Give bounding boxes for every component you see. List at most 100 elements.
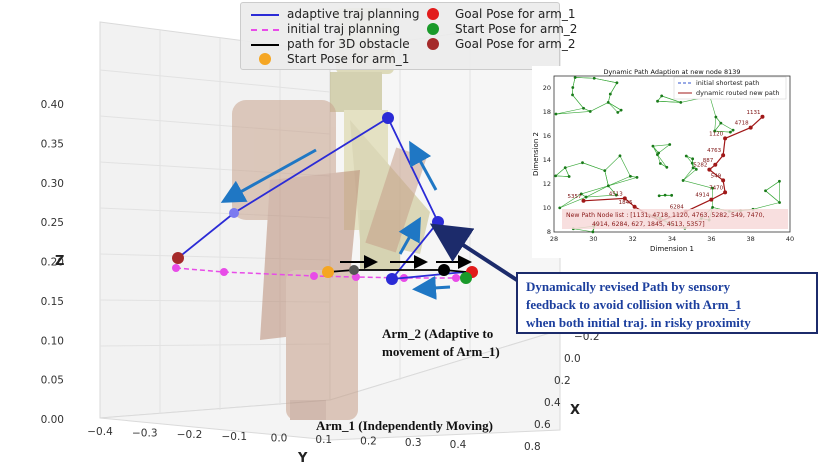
obstacle-path-line [327,269,467,273]
inset-y-tick: 14 [543,156,551,164]
inset-graph-edge [752,202,780,210]
callout-pointer [429,223,522,284]
obstacle-path-point [349,265,359,275]
inset-graph-node [663,193,667,197]
inset-graph-edge [572,94,584,109]
legend-label: Goal Pose for arm_2 [455,37,576,51]
inset-graph-node [658,162,662,165]
y-tick-label: 0.0 [271,432,288,444]
inset-graph-edge [661,95,681,103]
trajectory-layer [172,112,478,285]
inset-graph-edge [709,96,717,118]
inset-node-label: 5282 [693,163,707,169]
callout-line1: Dynamically revised Path by sensory [526,279,731,294]
inset-graph-node [571,86,575,89]
arm2-annotation-line1: Arm_2 (Adaptive to [382,326,494,341]
inset-node-label: 1845 [619,200,633,206]
inset-x-tick: 34 [668,235,676,243]
adaptive-trajectory-point [229,208,239,218]
inset-graph-edge [608,175,631,187]
inset-x-tick: 30 [589,235,597,243]
inset-graph-edge [714,122,722,132]
inset-graph-edge [608,102,622,111]
z-tick-label: 0.20 [41,257,64,269]
inset-graph-edge [658,144,670,154]
inset-graph-edge [765,190,780,203]
arrow-left-lower [412,275,451,300]
inset-graph-node [681,179,685,182]
inset-node-list-text-2: 4914, 6284, 627, 1845, 4513, 5357] [592,221,705,228]
inset-route-node [723,136,728,141]
inset-graph-edge [555,107,584,115]
inset-route-node [721,178,726,183]
inset-graph-edge [657,154,668,168]
legend-label: Start Pose for arm_1 [287,52,410,66]
inset-xlabel: Dimension 1 [650,245,694,253]
inset-graph-node [656,153,659,157]
inset-graph-edge [682,169,697,181]
inset-graph-node [573,76,577,79]
legend-label: adaptive traj planning [287,7,420,21]
legend-label: initial traj planning [287,22,401,36]
inset-legend-dynamic-label: dynamic routed new path [696,89,780,97]
z-tick-label: 0.40 [41,99,64,111]
legend-marker-swatch [427,38,439,50]
inset-graph-edge [608,177,638,187]
legend-line-swatch [251,14,279,16]
legend-label: path for 3D obstacle [287,37,410,51]
inset-graph-edge [585,185,609,198]
inset-graph-edge [586,194,617,198]
arrow-down-left [220,148,317,203]
inset-graph-node [690,161,694,165]
inset-graph-node [554,174,558,178]
inset-route-node [723,190,728,195]
initial-trajectory-point [310,272,318,280]
inset-legend [673,76,787,100]
y-tick-label: −0.3 [132,428,158,440]
inset-route-node [707,167,712,172]
inset-graph-node [651,144,655,148]
inset-route-node [748,125,753,130]
inset-x-tick: 38 [747,235,755,243]
inset-graph-edge [714,116,717,132]
inset-graph-edge [619,155,631,177]
inset-y-tick: 20 [543,84,551,92]
arm1-start-marker [322,266,334,278]
arm2-annotation-line2: movement of Arm_1) [382,344,500,359]
y-tick-label: 0.1 [315,434,332,446]
inset-route-node [760,114,765,119]
inset-graph-edge [559,193,582,209]
inset-graph-node [606,184,610,188]
inset-graph-edge [604,155,621,171]
inset-graph-edge [686,155,693,164]
inset-x-tick: 36 [707,235,715,243]
inset-graph-edge [657,154,661,164]
inset-graph-node [628,174,632,178]
z-tick-label: 0.10 [41,335,64,347]
inset-graph-node [579,192,583,196]
arm2-annotation: Arm_2 (Adaptive to movement of Arm_1) [382,326,500,360]
y-tick-label: 0.2 [360,436,377,448]
inset-graph-edge [610,82,618,95]
inset-route-node [709,197,714,202]
inset-graph-edge [582,162,605,171]
x-tick-label: 0.8 [524,441,541,453]
inset-node-label: 4718 [735,121,749,127]
adaptive-trajectory-point [432,216,444,228]
y-tick-label: −0.4 [87,426,113,438]
inset-node-label: 887 [703,158,714,164]
callout-line3: when both initial traj. in risky proximi… [526,315,751,330]
inset-node-list-text: New Path Node list : [1131, 4718, 1120, … [566,212,765,219]
inset-graph-node [668,143,672,146]
inset-graph-edge [657,100,681,103]
inset-graph-node [584,195,588,199]
z-tick-label: 0.30 [41,178,64,190]
x-tick-label: 0.0 [564,353,581,365]
inset-graph-node [614,193,618,197]
callout-box: Dynamically revised Path by sensory feed… [516,272,818,334]
inset-graph-edge [652,145,659,154]
adaptive-trajectory-point [382,112,394,124]
y-axis-label: Y [297,451,308,466]
z-tick-label: 0.00 [41,414,64,426]
